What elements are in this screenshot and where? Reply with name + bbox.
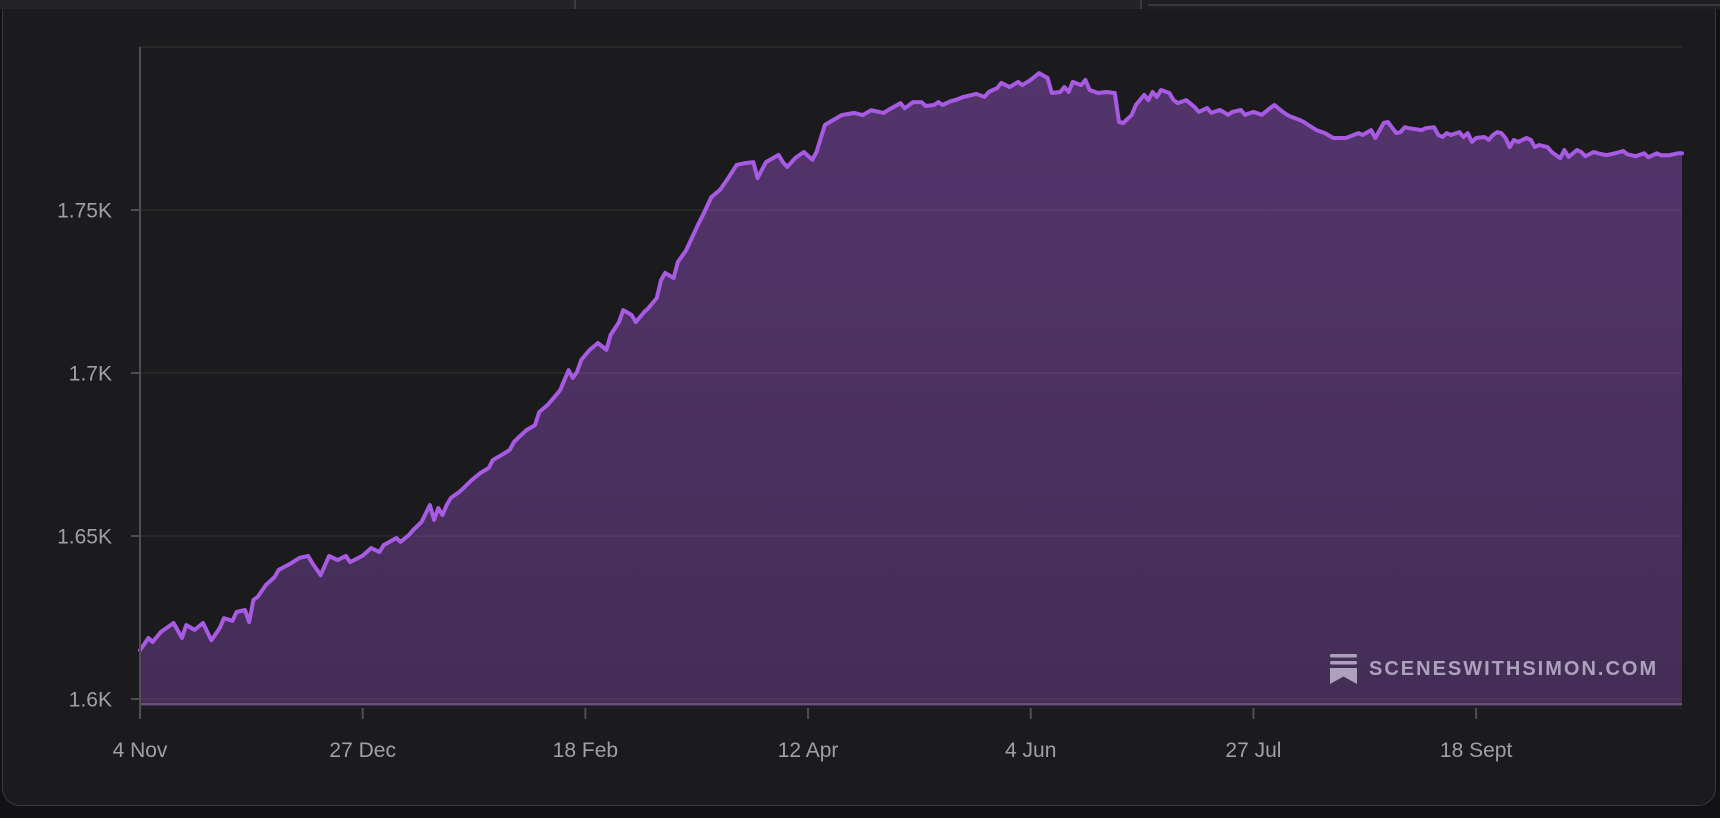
bookmark-lines-icon xyxy=(1330,654,1357,684)
y-axis-label: 1.7K xyxy=(69,363,112,386)
tabstrip-segment-middle xyxy=(576,0,1142,9)
tabstrip-segment-right xyxy=(1142,0,1720,9)
watermark: SCENESWITHSIMON.COM xyxy=(1330,652,1658,686)
watermark-text: SCENESWITHSIMON.COM xyxy=(1369,657,1659,680)
y-axis-label: 1.65K xyxy=(57,526,112,549)
x-axis-label: 27 Dec xyxy=(329,739,396,762)
x-axis-label: 18 Feb xyxy=(553,739,618,762)
x-axis-label: 4 Jun xyxy=(1005,739,1056,762)
tabstrip-tab-edge-line xyxy=(1148,4,1720,6)
area-fill xyxy=(140,73,1682,707)
x-axis-label: 4 Nov xyxy=(113,739,168,762)
tabstrip-segment-left xyxy=(0,0,576,9)
x-axis-label: 27 Jul xyxy=(1225,739,1281,762)
series-line xyxy=(138,71,1684,653)
browser-tabstrip-edge xyxy=(0,0,1720,9)
y-axis-label: 1.6K xyxy=(69,689,112,712)
x-axis-label: 18 Sept xyxy=(1440,739,1513,762)
y-axis-label: 1.75K xyxy=(57,200,112,223)
x-axis-label: 12 Apr xyxy=(778,739,839,762)
